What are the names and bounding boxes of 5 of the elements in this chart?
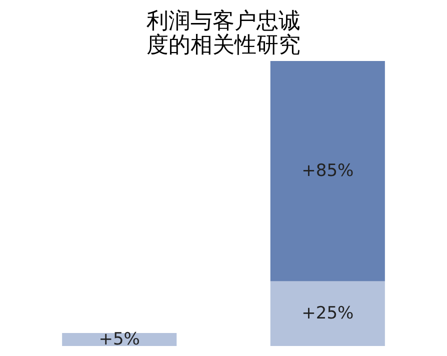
- data-label: +5%: [98, 330, 140, 350]
- data-label: +25%: [302, 304, 354, 324]
- text: 度的相关性研究: [146, 33, 300, 58]
- data-label: +85%: [302, 161, 354, 182]
- text: 利润与客户忠诚: [146, 9, 300, 34]
